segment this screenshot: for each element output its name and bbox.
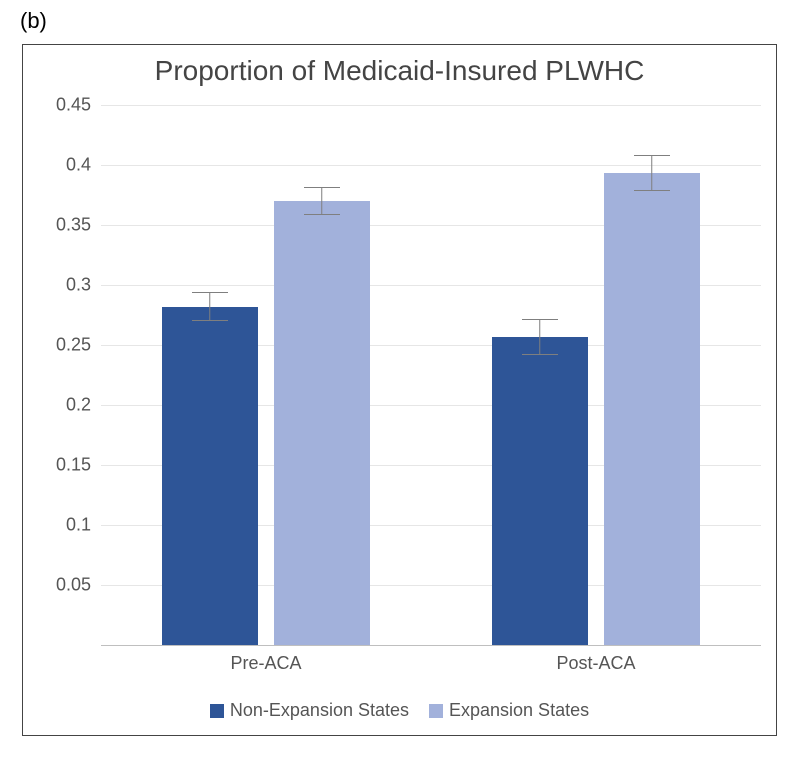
bar	[492, 337, 588, 645]
y-tick-label: 0.4	[66, 155, 101, 176]
x-tick-label: Post-ACA	[431, 653, 761, 674]
figure-panel: (b) Proportion of Medicaid-Insured PLWHC…	[0, 0, 800, 758]
chart-title: Proportion of Medicaid-Insured PLWHC	[23, 55, 776, 87]
y-tick-label: 0.25	[56, 335, 101, 356]
legend-swatch	[429, 704, 443, 718]
y-tick-label: 0.1	[66, 515, 101, 536]
y-tick-label: 0.05	[56, 575, 101, 596]
y-tick-label: 0.45	[56, 95, 101, 116]
legend-item: Expansion States	[429, 700, 589, 721]
x-axis-labels: Pre-ACAPost-ACA	[101, 653, 761, 674]
legend-item: Non-Expansion States	[210, 700, 409, 721]
bar	[604, 173, 700, 645]
chart-frame: Proportion of Medicaid-Insured PLWHC 0.0…	[22, 44, 777, 736]
y-tick-label: 0.15	[56, 455, 101, 476]
y-tick-label: 0.35	[56, 215, 101, 236]
y-tick-label: 0.2	[66, 395, 101, 416]
panel-label: (b)	[20, 8, 47, 34]
bar	[274, 201, 370, 645]
legend: Non-Expansion States Expansion States	[23, 700, 776, 721]
bar-group	[431, 105, 761, 645]
y-tick-label: 0.3	[66, 275, 101, 296]
legend-label: Expansion States	[449, 700, 589, 721]
bar-group	[101, 105, 431, 645]
plot-area: 0.050.10.150.20.250.30.350.40.45	[101, 105, 761, 646]
x-tick-label: Pre-ACA	[101, 653, 431, 674]
legend-label: Non-Expansion States	[230, 700, 409, 721]
bar	[162, 307, 258, 645]
legend-swatch	[210, 704, 224, 718]
bar-groups	[101, 105, 761, 645]
